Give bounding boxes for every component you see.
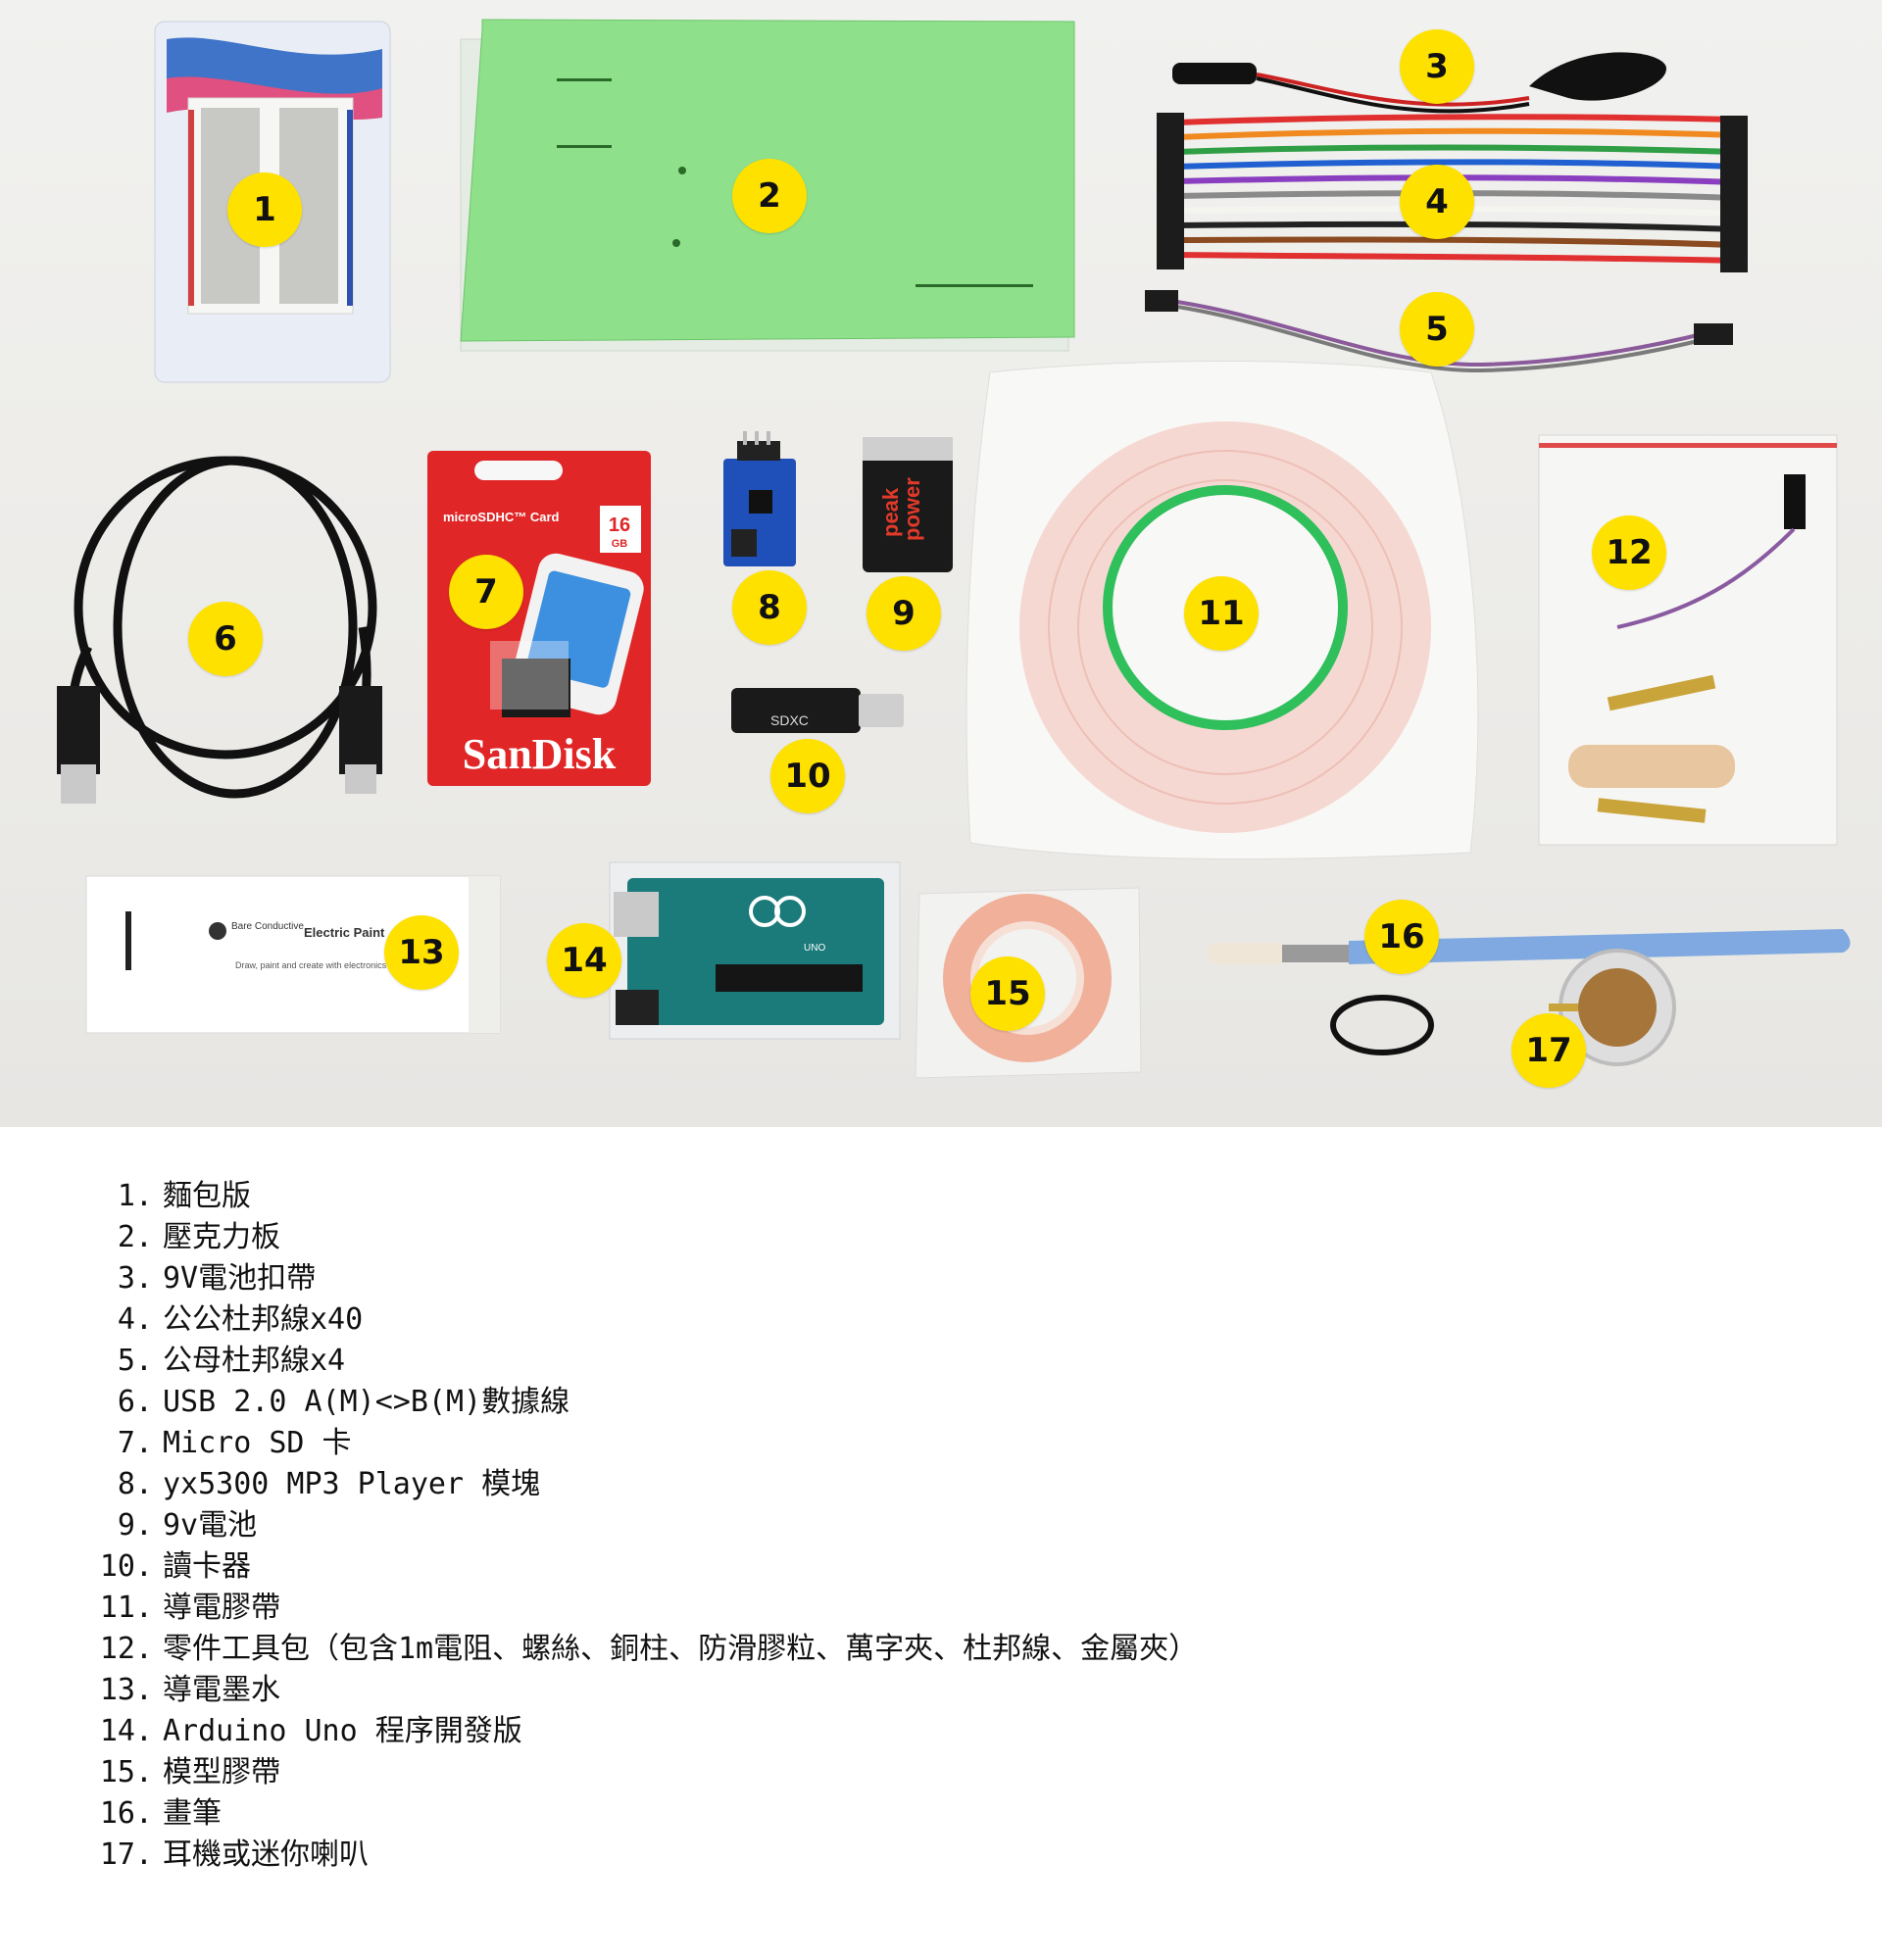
legend-item-number: 4. bbox=[117, 1302, 153, 1337]
legend-item-text: 公公杜邦線x40 bbox=[163, 1302, 364, 1337]
parts-bag bbox=[1538, 434, 1838, 846]
legend-item: 12. 零件工具包（包含1m電阻、螺絲、銅柱、防滑膠粒、萬字夾、杜邦線、金屬夾） bbox=[0, 1629, 1882, 1670]
legend-item-text: 麵包版 bbox=[163, 1179, 251, 1213]
legend-item: 8. yx5300 MP3 Player 模塊 bbox=[0, 1464, 1882, 1505]
legend-item: 1. 麵包版 bbox=[0, 1176, 1882, 1217]
svg-text:microSDHC™ Card: microSDHC™ Card bbox=[443, 510, 560, 524]
legend-item-number: 6. bbox=[117, 1385, 153, 1419]
legend-item: 11. 導電膠帶 bbox=[0, 1588, 1882, 1629]
usb-a-plug bbox=[57, 686, 100, 774]
badge-2: 2 bbox=[732, 159, 807, 233]
legend-item-text: 耳機或迷你喇叭 bbox=[163, 1838, 369, 1872]
svg-text:Draw, paint and create with el: Draw, paint and create with electronics bbox=[235, 960, 387, 970]
legend-item: 7. Micro SD 卡 bbox=[0, 1423, 1882, 1464]
kit-photo: microSDHC™ Card 16 GB SanDisk peak power bbox=[0, 0, 1882, 1127]
mp3-module bbox=[723, 431, 796, 566]
badge-8: 8 bbox=[732, 570, 807, 645]
legend-item-text: 壓克力板 bbox=[163, 1220, 280, 1254]
usb-b-plug bbox=[339, 686, 382, 774]
legend-item: 10. 讀卡器 bbox=[0, 1546, 1882, 1588]
legend-item-text: 模型膠帶 bbox=[163, 1755, 280, 1789]
badge-1: 1 bbox=[227, 172, 302, 247]
badge-4: 4 bbox=[1400, 165, 1474, 239]
legend-item: 4. 公公杜邦線x40 bbox=[0, 1299, 1882, 1341]
earphone-cable-loop bbox=[1330, 995, 1434, 1055]
badge-11: 11 bbox=[1184, 576, 1259, 651]
svg-text:SanDisk: SanDisk bbox=[463, 730, 617, 778]
badge-6: 6 bbox=[188, 602, 263, 676]
badge-9: 9 bbox=[867, 576, 941, 651]
svg-text:power: power bbox=[900, 477, 924, 541]
badge-3: 3 bbox=[1400, 29, 1474, 104]
usb-b-metal bbox=[345, 764, 376, 794]
badge-14: 14 bbox=[547, 923, 621, 998]
legend-item: 17. 耳機或迷你喇叭 bbox=[0, 1835, 1882, 1876]
legend-item: 2. 壓克力板 bbox=[0, 1217, 1882, 1258]
svg-text:Bare Conductive: Bare Conductive bbox=[231, 921, 304, 932]
legend-item-number: 9. bbox=[117, 1508, 153, 1543]
legend-item: 5. 公母杜邦線x4 bbox=[0, 1341, 1882, 1382]
badge-15: 15 bbox=[970, 956, 1045, 1031]
legend-item-number: 14. bbox=[99, 1714, 153, 1748]
svg-text:Electric Paint: Electric Paint bbox=[304, 925, 385, 940]
paint-brush bbox=[1208, 929, 1851, 964]
svg-text:GB: GB bbox=[612, 538, 628, 550]
legend-item-number: 10. bbox=[99, 1549, 153, 1584]
legend-item-text: yx5300 MP3 Player 模塊 bbox=[163, 1467, 541, 1501]
badge-17: 17 bbox=[1511, 1013, 1586, 1088]
legend-item-text: 導電墨水 bbox=[163, 1673, 280, 1707]
legend-item-text: 導電膠帶 bbox=[163, 1591, 280, 1625]
legend-item-number: 16. bbox=[99, 1796, 153, 1831]
svg-text:UNO: UNO bbox=[804, 943, 825, 954]
legend-item-number: 15. bbox=[99, 1755, 153, 1789]
badge-12: 12 bbox=[1592, 515, 1666, 590]
legend-item-text: USB 2.0 A(M)<>B(M)數據線 bbox=[163, 1385, 570, 1419]
usb-a-metal bbox=[61, 764, 96, 804]
legend-item-number: 5. bbox=[117, 1344, 153, 1378]
svg-text:peak: peak bbox=[878, 487, 903, 537]
electric-paint-box: Bare Conductive Electric Paint Draw, pai… bbox=[85, 875, 501, 1034]
badge-5: 5 bbox=[1400, 292, 1474, 367]
legend-item-number: 13. bbox=[99, 1673, 153, 1707]
sandisk-package: microSDHC™ Card 16 GB SanDisk bbox=[427, 451, 651, 786]
mini-speaker bbox=[1549, 949, 1676, 1066]
legend-item-number: 17. bbox=[99, 1838, 153, 1872]
jumper-wires bbox=[1157, 113, 1748, 272]
legend-item-text: Arduino Uno 程序開發版 bbox=[163, 1714, 522, 1748]
legend-item: 15. 模型膠帶 bbox=[0, 1752, 1882, 1793]
legend-item: 6. USB 2.0 A(M)<>B(M)數據線 bbox=[0, 1382, 1882, 1423]
card-reader: SDXC bbox=[731, 688, 904, 733]
legend-item-text: 讀卡器 bbox=[163, 1549, 251, 1584]
legend-item-number: 11. bbox=[99, 1591, 153, 1625]
badge-13: 13 bbox=[384, 915, 459, 990]
legend-item-text: 畫筆 bbox=[163, 1796, 222, 1831]
legend-item-number: 7. bbox=[117, 1426, 153, 1460]
legend-item-text: 9v電池 bbox=[163, 1508, 258, 1543]
legend-item: 14. Arduino Uno 程序開發版 bbox=[0, 1711, 1882, 1752]
legend-item-text: 零件工具包（包含1m電阻、螺絲、銅柱、防滑膠粒、萬字夾、杜邦線、金屬夾） bbox=[163, 1632, 1199, 1666]
badge-16: 16 bbox=[1364, 900, 1439, 974]
legend-item-text: 9V電池扣帶 bbox=[163, 1261, 317, 1296]
legend-item: 16. 畫筆 bbox=[0, 1793, 1882, 1835]
legend-item-number: 2. bbox=[117, 1220, 153, 1254]
legend-item: 13. 導電墨水 bbox=[0, 1670, 1882, 1711]
legend-item-text: 公母杜邦線x4 bbox=[163, 1344, 346, 1378]
legend-item-text: Micro SD 卡 bbox=[163, 1426, 352, 1460]
badge-7: 7 bbox=[449, 555, 523, 629]
legend-item: 3. 9V電池扣帶 bbox=[0, 1258, 1882, 1299]
svg-text:16: 16 bbox=[609, 514, 630, 536]
legend-item-number: 8. bbox=[117, 1467, 153, 1501]
badge-10: 10 bbox=[770, 739, 845, 813]
legend-item-number: 1. bbox=[117, 1179, 153, 1213]
item-legend-list: 1. 麵包版 2. 壓克力板 3. 9V電池扣帶 4. 公公杜邦線x40 5. 公母杜邦線… bbox=[0, 1176, 1882, 1876]
battery-clip bbox=[1172, 52, 1666, 114]
nine-volt-battery: peak power bbox=[863, 437, 953, 572]
svg-text:SDXC: SDXC bbox=[770, 712, 809, 728]
arduino-uno-board: UNO bbox=[609, 861, 901, 1040]
legend-item-number: 12. bbox=[99, 1632, 153, 1666]
male-female-wires bbox=[1145, 290, 1733, 373]
legend-item: 9. 9v電池 bbox=[0, 1505, 1882, 1546]
legend-item-number: 3. bbox=[117, 1261, 153, 1296]
